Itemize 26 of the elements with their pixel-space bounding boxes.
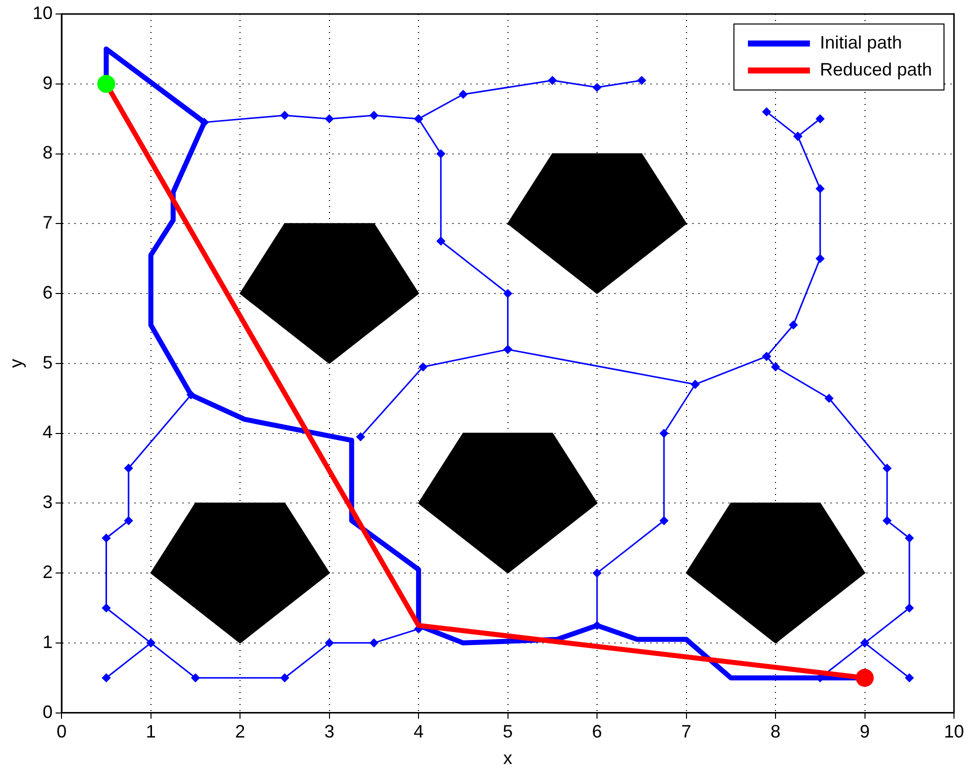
y-tick-label: 5 — [42, 352, 53, 372]
legend-label: Reduced path — [820, 59, 932, 80]
x-tick-label: 4 — [414, 722, 424, 742]
y-tick-label: 0 — [42, 702, 53, 722]
x-tick-label: 6 — [592, 722, 602, 742]
x-tick-label: 10 — [944, 722, 964, 742]
x-tick-label: 2 — [235, 722, 246, 742]
x-tick-label: 1 — [146, 722, 156, 742]
x-tick-label: 0 — [56, 722, 67, 742]
x-tick-label: 8 — [770, 722, 781, 742]
x-tick-label: 3 — [324, 722, 334, 742]
y-tick-label: 8 — [42, 142, 53, 163]
y-tick-label: 10 — [32, 2, 53, 23]
y-tick-label: 4 — [42, 422, 53, 442]
legend-label: Initial path — [820, 32, 902, 52]
y-tick-label: 3 — [42, 492, 53, 512]
x-axis-title: x — [503, 748, 512, 768]
y-tick-label: 6 — [42, 282, 53, 302]
x-tick-label: 9 — [860, 722, 870, 742]
y-tick-label: 7 — [42, 212, 53, 233]
y-tick-label: 2 — [42, 562, 53, 582]
x-tick-label: 7 — [681, 722, 692, 742]
y-tick-label: 1 — [42, 632, 53, 652]
x-tick-label: 5 — [502, 722, 513, 742]
y-axis-title: y — [6, 358, 26, 368]
y-tick-label: 9 — [42, 72, 53, 93]
